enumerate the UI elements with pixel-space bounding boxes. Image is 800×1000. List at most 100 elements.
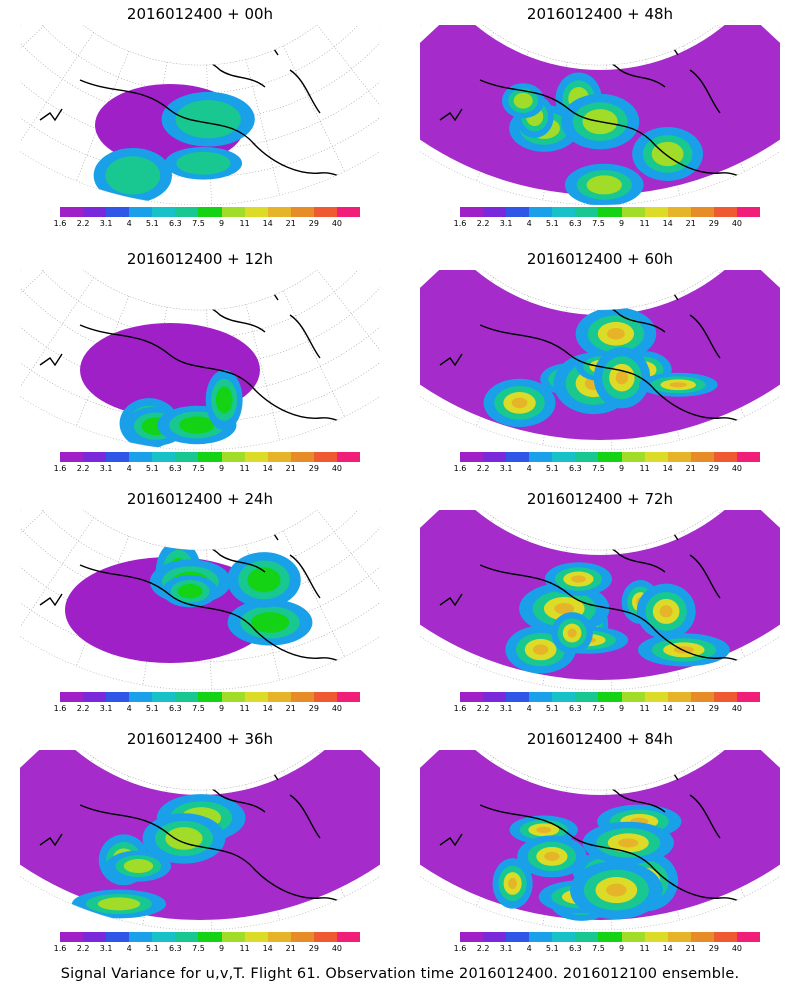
colorbar-label: 2.2: [476, 219, 490, 228]
colorbar-label: 4: [526, 464, 532, 473]
colorbar-swatch: [221, 932, 245, 942]
map-panel: 2016012400 + 24h 1.6 2.2 3.1 4 5.1 6.3 7.5 9 11 14…: [10, 490, 390, 725]
colorbar-label: 6.3: [569, 219, 582, 228]
colorbar-label: 7.5: [592, 464, 605, 473]
colorbar-label: 4: [126, 219, 132, 228]
colorbar-label: 21: [685, 219, 696, 228]
colorbar-label: 11: [239, 704, 250, 713]
colorbar-swatch: [198, 207, 222, 217]
colorbar-label: 6.3: [169, 704, 182, 713]
colorbar-swatch: [529, 932, 553, 942]
colorbar-swatch: [460, 207, 484, 217]
colorbar-swatch: [221, 692, 245, 702]
colorbar-swatch: [598, 692, 622, 702]
colorbar: [60, 692, 361, 702]
colorbar-label: 6.3: [569, 944, 582, 953]
variance-map: [20, 270, 380, 450]
colorbar-swatch: [106, 452, 130, 462]
colorbar-label: 9: [618, 944, 625, 953]
colorbar-swatch: [598, 932, 622, 942]
colorbar-label: 21: [685, 464, 696, 473]
colorbar-label: 21: [285, 464, 296, 473]
colorbar-swatch: [198, 452, 222, 462]
map-panel: 2016012400 + 72h 1.6 2.2 3.1 4 5.1 6.3 7.5 9 11 14…: [410, 490, 790, 725]
colorbar-labels: 1.6 2.2 3.1 4 5.1 6.3 7.5 9 11 14 21 29 40: [454, 704, 760, 716]
colorbar-label: 4: [126, 704, 132, 713]
colorbar-swatch: [552, 207, 576, 217]
colorbar-swatch: [598, 452, 622, 462]
colorbar-labels: 1.6 2.2 3.1 4 5.1 6.3 7.5 9 11 14 21 29 40: [454, 944, 760, 956]
colorbar-label: 5.1: [145, 219, 159, 228]
colorbar-swatch: [244, 932, 268, 942]
colorbar-swatch: [106, 692, 130, 702]
colorbar-label: 5.1: [145, 464, 159, 473]
colorbar-swatch: [575, 932, 599, 942]
colorbar-label: 14: [662, 219, 673, 228]
map-panel: 2016012400 + 12h 1.6 2.2 3.1 4 5.1 6.3 7.5 9 11 14…: [10, 250, 390, 485]
panel-title: 2016012400 + 12h: [126, 250, 274, 268]
colorbar-swatch: [175, 932, 199, 942]
colorbar-swatch: [290, 207, 314, 217]
colorbar-label: 21: [285, 219, 296, 228]
colorbar-swatch: [60, 452, 84, 462]
colorbar-swatch: [460, 452, 484, 462]
colorbar-swatch: [267, 452, 291, 462]
colorbar-swatch: [152, 932, 176, 942]
colorbar-swatch: [83, 452, 107, 462]
colorbar-labels: 1.6 2.2 3.1 4 5.1 6.3 7.5 9 11 14 21 29 40: [454, 464, 760, 476]
colorbar-label: 21: [685, 944, 696, 953]
colorbar-swatch: [152, 692, 176, 702]
colorbar-label: 29: [708, 944, 719, 953]
colorbar-swatch: [83, 932, 107, 942]
colorbar-label: 11: [239, 219, 250, 228]
colorbar-label: 4: [126, 944, 132, 953]
colorbar-label: 9: [218, 704, 225, 713]
colorbar-swatch: [244, 207, 268, 217]
colorbar-label: 14: [262, 944, 273, 953]
colorbar-label: 11: [239, 944, 250, 953]
colorbar-label: 4: [526, 944, 532, 953]
colorbar-swatch: [529, 452, 553, 462]
colorbar-label: 9: [218, 464, 225, 473]
colorbar-label: 3.1: [99, 944, 113, 953]
colorbar-label: 29: [308, 704, 319, 713]
colorbar-labels: 1.6 2.2 3.1 4 5.1 6.3 7.5 9 11 14 21 29 40: [54, 464, 360, 476]
colorbar-label: 1.6: [453, 464, 467, 473]
panel-title: 2016012400 + 00h: [126, 5, 274, 23]
colorbar-swatch: [313, 692, 337, 702]
colorbar-labels: 1.6 2.2 3.1 4 5.1 6.3 7.5 9 11 14 21 29 40: [54, 219, 360, 231]
colorbar-swatch: [690, 932, 714, 942]
colorbar-label: 7.5: [592, 944, 605, 953]
panel-title: 2016012400 + 72h: [526, 490, 674, 508]
colorbar-swatch: [552, 932, 576, 942]
colorbar-label: 11: [239, 464, 250, 473]
colorbar-swatch: [83, 207, 107, 217]
colorbar-swatch: [152, 207, 176, 217]
colorbar-label: 7.5: [192, 704, 205, 713]
colorbar-label: 40: [331, 944, 343, 953]
colorbar-swatch: [290, 932, 314, 942]
colorbar-swatch: [713, 452, 737, 462]
colorbar-swatch: [736, 692, 761, 702]
colorbar-swatch: [644, 452, 668, 462]
colorbar-label: 29: [308, 464, 319, 473]
colorbar-swatch: [690, 207, 714, 217]
colorbar-label: 2.2: [476, 464, 490, 473]
colorbar-swatch: [460, 932, 484, 942]
variance-map: [420, 510, 780, 690]
colorbar: [460, 207, 761, 217]
colorbar-label: 40: [731, 944, 743, 953]
colorbar-swatch: [244, 692, 268, 702]
colorbar-swatch: [713, 692, 737, 702]
colorbar-label: 2.2: [76, 704, 90, 713]
colorbar-label: 1.6: [453, 219, 467, 228]
colorbar-swatch: [529, 207, 553, 217]
colorbar-label: 1.6: [53, 464, 67, 473]
colorbar-label: 3.1: [99, 704, 113, 713]
colorbar-label: 11: [639, 219, 650, 228]
colorbar-label: 14: [262, 704, 273, 713]
colorbar-label: 21: [285, 704, 296, 713]
colorbar-swatch: [483, 692, 507, 702]
colorbar-swatch: [267, 692, 291, 702]
colorbar-label: 3.1: [499, 704, 513, 713]
